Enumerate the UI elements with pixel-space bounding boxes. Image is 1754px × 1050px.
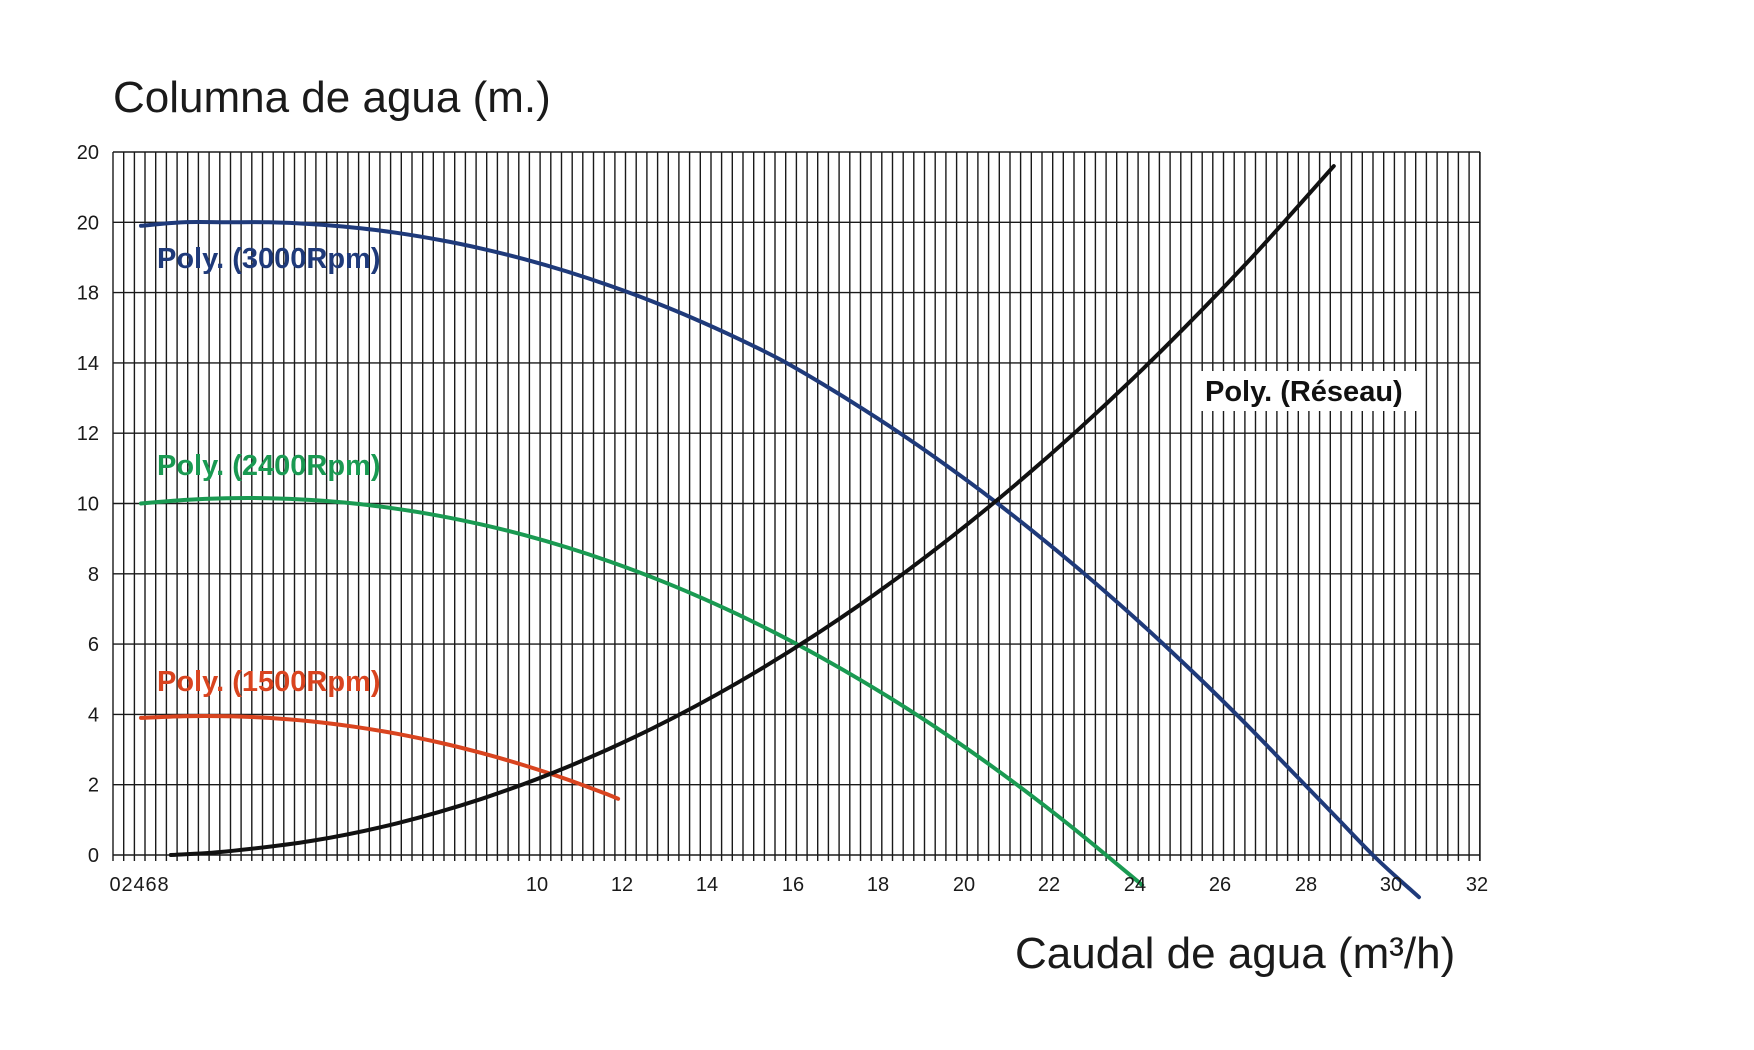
y-axis-title: Columna de agua (m.) <box>113 73 551 122</box>
x-tick-label: 18 <box>867 874 889 896</box>
y-tick-label: 18 <box>77 283 99 305</box>
x-tick-label: 2 <box>121 874 132 896</box>
series-labels: Poly. (3000Rpm) Poly. (2400Rpm) Poly. (150… <box>157 243 1417 698</box>
series-label-4: Poly. (Réseau) <box>1205 376 1403 408</box>
y-tick-label: 20 <box>77 212 99 234</box>
y-tick-label: 8 <box>88 564 99 586</box>
x-tick-label: 6 <box>145 874 156 896</box>
series-label-3: Poly. (1500Rpm) <box>157 666 380 698</box>
x-tick-label: 26 <box>1209 874 1231 896</box>
y-tick-label: 14 <box>77 353 99 375</box>
curves <box>139 164 1421 900</box>
series-label-bg <box>1199 371 1417 411</box>
y-tick-label: 4 <box>88 704 99 726</box>
x-tick-label: 32 <box>1466 874 1488 896</box>
x-tick-label: 10 <box>526 874 548 896</box>
y-tick-label: 20 <box>77 142 99 164</box>
x-tick-label: 14 <box>696 874 718 896</box>
x-tick-label: 12 <box>611 874 633 896</box>
x-tick-label: 0 <box>109 874 120 896</box>
y-tick-label: 10 <box>77 494 99 516</box>
series-label-2: Poly. (2400Rpm) <box>157 450 380 482</box>
y-tick-label: 2 <box>88 775 99 797</box>
x-tick-label: 8 <box>157 874 168 896</box>
x-tick-label: 30 <box>1380 874 1402 896</box>
series-line-2 <box>139 495 1145 887</box>
series-line-4 <box>168 164 1336 857</box>
x-tick-label: 22 <box>1038 874 1060 896</box>
x-axis-title: Caudal de agua (m³/h) <box>1015 929 1455 978</box>
x-tick-label: 16 <box>782 874 804 896</box>
y-tick-label: 12 <box>77 423 99 445</box>
x-tick-label: 24 <box>1124 874 1146 896</box>
series-line-1 <box>139 220 1421 900</box>
series-line-3 <box>139 713 621 801</box>
y-tick-label: 6 <box>88 634 99 656</box>
y-tick-label: 0 <box>88 845 99 867</box>
x-tick-label: 4 <box>133 874 144 896</box>
x-tick-label: 20 <box>953 874 975 896</box>
x-tick-label: 28 <box>1295 874 1317 896</box>
series-label-1: Poly. (3000Rpm) <box>157 243 380 275</box>
